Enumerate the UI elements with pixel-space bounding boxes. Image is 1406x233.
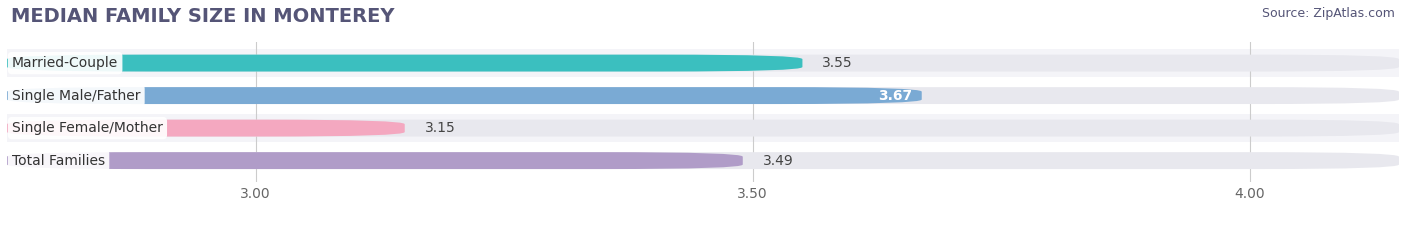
Text: 3.55: 3.55 (823, 56, 853, 70)
FancyBboxPatch shape (7, 87, 922, 104)
Text: 3.67: 3.67 (877, 89, 912, 103)
FancyBboxPatch shape (7, 152, 742, 169)
FancyBboxPatch shape (7, 55, 1399, 72)
FancyBboxPatch shape (7, 49, 1399, 77)
FancyBboxPatch shape (7, 152, 1399, 169)
FancyBboxPatch shape (7, 120, 1399, 137)
FancyBboxPatch shape (7, 146, 1399, 175)
Text: Married-Couple: Married-Couple (13, 56, 118, 70)
FancyBboxPatch shape (7, 55, 803, 72)
FancyBboxPatch shape (7, 120, 405, 137)
Text: Source: ZipAtlas.com: Source: ZipAtlas.com (1261, 7, 1395, 20)
FancyBboxPatch shape (7, 81, 1399, 110)
Text: Single Male/Father: Single Male/Father (13, 89, 141, 103)
Text: 3.49: 3.49 (762, 154, 793, 168)
Text: Total Families: Total Families (13, 154, 105, 168)
Text: MEDIAN FAMILY SIZE IN MONTEREY: MEDIAN FAMILY SIZE IN MONTEREY (11, 7, 395, 26)
FancyBboxPatch shape (7, 87, 1399, 104)
Text: Single Female/Mother: Single Female/Mother (13, 121, 163, 135)
Text: 3.15: 3.15 (425, 121, 456, 135)
FancyBboxPatch shape (7, 114, 1399, 142)
